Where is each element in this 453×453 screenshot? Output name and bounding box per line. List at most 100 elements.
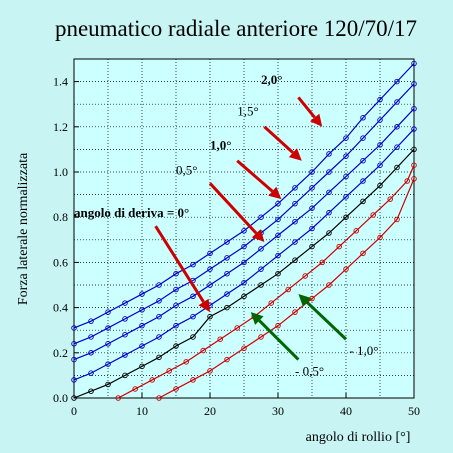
- data-point: [411, 146, 417, 153]
- x-tick-label: 20: [204, 404, 216, 418]
- data-point: [122, 372, 128, 379]
- data-point: [319, 259, 325, 266]
- y-tick-label: 0.0: [53, 391, 68, 405]
- data-point: [217, 336, 223, 342]
- data-point: [292, 185, 298, 191]
- data-point: [309, 205, 315, 211]
- annotation-arrow: [306, 301, 348, 341]
- data-point: [156, 313, 162, 320]
- data-point: [343, 173, 349, 180]
- data-point: [336, 243, 342, 250]
- annotation-arrowhead: [268, 186, 282, 200]
- data-point: [207, 368, 213, 374]
- data-point: [139, 322, 145, 329]
- data-point: [285, 286, 291, 293]
- data-point: [88, 388, 94, 394]
- data-point: [190, 313, 196, 320]
- data-point: [258, 246, 264, 252]
- data-point: [275, 322, 281, 329]
- data-point: [275, 252, 281, 259]
- data-point: [156, 282, 162, 288]
- data-point: [360, 178, 366, 184]
- data-point: [326, 209, 332, 216]
- data-point: [309, 243, 315, 250]
- data-point: [404, 178, 410, 184]
- data-point: [353, 228, 359, 234]
- data-point: [105, 309, 111, 315]
- data-point: [71, 341, 77, 347]
- data-point: [292, 309, 298, 315]
- data-point: [105, 325, 111, 331]
- data-point: [258, 214, 264, 220]
- data-point: [132, 386, 138, 392]
- annotation-arrowhead: [298, 294, 312, 307]
- data-point: [411, 162, 417, 168]
- data-point: [71, 395, 77, 401]
- data-point: [173, 322, 179, 329]
- x-axis-label: angolo di rollio [°]: [306, 430, 411, 445]
- data-point: [377, 117, 383, 123]
- data-point: [156, 395, 162, 401]
- data-point: [394, 124, 400, 130]
- data-point: [200, 347, 206, 354]
- data-point: [360, 135, 366, 141]
- data-point: [360, 157, 366, 164]
- data-point: [88, 318, 94, 324]
- series-line: [117, 164, 415, 399]
- x-tick-label: 30: [272, 404, 284, 418]
- data-point: [173, 386, 179, 392]
- data-point: [224, 270, 230, 277]
- data-point: [394, 99, 400, 105]
- data-point: [105, 341, 111, 347]
- data-point: [241, 279, 247, 286]
- data-point: [326, 151, 332, 157]
- data-point: [292, 218, 298, 225]
- data-point: [411, 60, 417, 67]
- chart-title: pneumatico radiale anteriore 120/70/17: [55, 16, 417, 41]
- annotation-arrowhead: [250, 312, 264, 325]
- data-point: [302, 273, 308, 279]
- y-tick-label: 0.2: [53, 346, 68, 360]
- data-point: [105, 361, 111, 367]
- annotation-arrowhead: [288, 148, 302, 161]
- data-point: [224, 291, 230, 297]
- data-point: [207, 250, 213, 257]
- data-point: [309, 225, 315, 232]
- data-point: [88, 370, 94, 376]
- annotation-label: 2,0°: [261, 72, 282, 87]
- data-point: [88, 334, 94, 340]
- data-point: [326, 282, 332, 288]
- annotation-arrow: [263, 125, 294, 154]
- data-point: [394, 144, 400, 150]
- annotation-arrowhead: [251, 229, 265, 243]
- data-point: [166, 368, 172, 374]
- data-point: [156, 354, 162, 361]
- data-point: [394, 78, 400, 85]
- axis-ticks: 0 10 20 30 40 50 0.0 0.2 0.4 0.6 0.8 1.0 1.2 1.4: [53, 75, 420, 418]
- y-tick-label: 1.0: [53, 165, 68, 179]
- data-point: [122, 300, 128, 306]
- data-point: [139, 291, 145, 297]
- data-point: [207, 313, 213, 320]
- data-point: [183, 359, 189, 365]
- data-point: [190, 377, 196, 383]
- data-point: [360, 198, 366, 205]
- data-point: [258, 282, 264, 288]
- data-point: [241, 228, 247, 234]
- data-point: [122, 352, 128, 358]
- data-point: [292, 239, 298, 245]
- data-point: [370, 212, 376, 218]
- annotation-label: - 0,5°: [295, 363, 324, 378]
- annotation-label: 0,5°: [176, 162, 197, 177]
- annotation-arrow: [236, 159, 274, 193]
- data-point: [241, 293, 247, 300]
- data-point: [377, 234, 383, 241]
- annotation-arrow: [208, 182, 258, 235]
- data-point: [224, 304, 230, 311]
- data-point: [190, 261, 196, 268]
- data-point: [343, 153, 349, 159]
- annotation-arrow: [297, 96, 316, 119]
- data-point: [258, 334, 264, 340]
- series-line: [158, 178, 415, 399]
- series-line: [73, 108, 415, 361]
